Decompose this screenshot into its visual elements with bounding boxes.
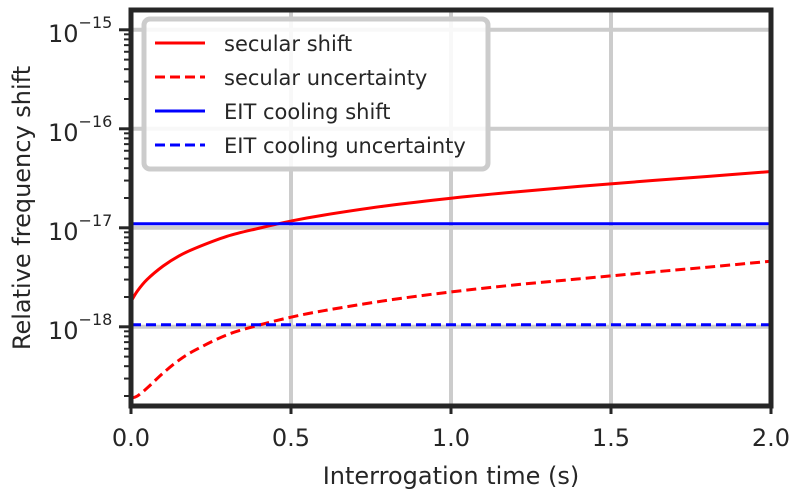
x-axis-label: Interrogation time (s)	[323, 462, 580, 490]
legend-label-eit-cooling-uncertainty: EIT cooling uncertainty	[224, 134, 466, 158]
legend-box	[141, 16, 491, 172]
y-tick-label: 10−17	[48, 211, 112, 246]
legend-label-secular-shift: secular shift	[224, 32, 352, 56]
y-tick-base: 10	[48, 119, 79, 147]
plot-frame	[128, 7, 774, 409]
x-tick-label: 1.5	[592, 424, 630, 452]
y-tick-exponent: −17	[79, 211, 113, 230]
legend-label-secular-uncertainty: secular uncertainty	[224, 66, 427, 90]
legend: secular shift secular uncertainty EIT cool…	[141, 16, 491, 172]
y-tick-label: 10−16	[48, 112, 112, 147]
y-tick-exponent: −16	[79, 112, 113, 131]
x-tick-label: 0.5	[272, 424, 310, 452]
x-tick-label: 2.0	[752, 424, 790, 452]
y-tick-exponent: −18	[79, 310, 113, 329]
y-tick-base: 10	[48, 218, 79, 246]
y-tick-base: 10	[48, 317, 79, 345]
x-tick-label: 1.0	[432, 424, 470, 452]
y-tick-label: 10−15	[48, 13, 112, 48]
series-line-secular-shift	[129, 170, 772, 303]
series-layer	[129, 170, 772, 400]
y-tick-exponent: −15	[79, 13, 113, 32]
series-line-secular-uncertainty	[130, 259, 772, 400]
y-tick-label: 10−18	[48, 310, 112, 345]
y-axis-label: Relative frequency shift	[8, 66, 36, 350]
legend-label-eit-cooling-shift: EIT cooling shift	[224, 100, 391, 124]
y-tick-base: 10	[48, 20, 79, 48]
x-tick-label: 0.0	[112, 424, 150, 452]
